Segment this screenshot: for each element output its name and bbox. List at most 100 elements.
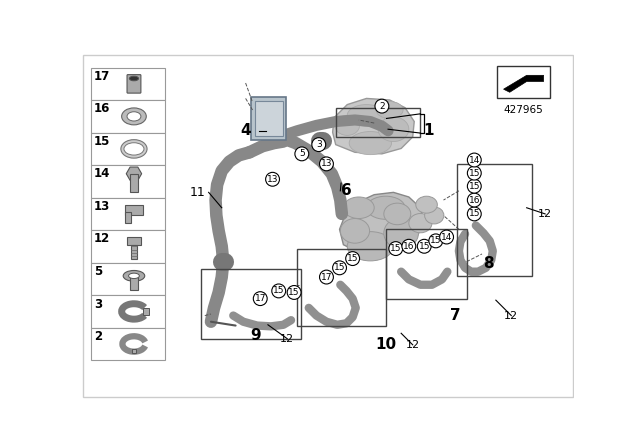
Text: 11: 11 xyxy=(189,186,205,199)
Ellipse shape xyxy=(124,143,144,155)
Text: 14: 14 xyxy=(94,168,110,181)
Text: 8: 8 xyxy=(483,256,493,271)
FancyBboxPatch shape xyxy=(130,174,138,192)
Text: 15: 15 xyxy=(347,254,358,263)
FancyBboxPatch shape xyxy=(91,327,164,360)
FancyBboxPatch shape xyxy=(497,66,550,99)
Text: 15: 15 xyxy=(390,244,401,253)
Text: 5: 5 xyxy=(299,149,305,158)
Text: 2: 2 xyxy=(379,102,385,111)
Text: 15: 15 xyxy=(468,168,480,177)
Text: 13: 13 xyxy=(321,159,332,168)
Ellipse shape xyxy=(335,116,360,135)
Text: 16: 16 xyxy=(403,242,415,251)
Polygon shape xyxy=(333,99,414,154)
Circle shape xyxy=(467,207,481,221)
Text: 2: 2 xyxy=(94,330,102,343)
Circle shape xyxy=(389,241,403,255)
Text: 6: 6 xyxy=(341,183,352,198)
Text: 17: 17 xyxy=(94,70,110,83)
Ellipse shape xyxy=(384,203,411,225)
Ellipse shape xyxy=(127,112,141,121)
Text: 13: 13 xyxy=(94,200,110,213)
Ellipse shape xyxy=(129,273,140,279)
FancyBboxPatch shape xyxy=(130,277,138,290)
Text: 15: 15 xyxy=(468,209,480,219)
Circle shape xyxy=(467,166,481,180)
FancyBboxPatch shape xyxy=(143,308,149,315)
FancyBboxPatch shape xyxy=(91,68,164,100)
FancyBboxPatch shape xyxy=(91,295,164,327)
Text: 13: 13 xyxy=(267,175,278,184)
Text: 15: 15 xyxy=(334,263,346,272)
Ellipse shape xyxy=(122,108,147,125)
Circle shape xyxy=(402,239,416,253)
Circle shape xyxy=(467,153,481,167)
Circle shape xyxy=(467,179,481,193)
Text: 4: 4 xyxy=(240,123,251,138)
Text: 7: 7 xyxy=(450,308,460,323)
Text: 16: 16 xyxy=(468,196,480,205)
Text: 3: 3 xyxy=(316,140,322,149)
Text: 15: 15 xyxy=(289,288,300,297)
Circle shape xyxy=(440,230,454,244)
Circle shape xyxy=(287,285,301,299)
Ellipse shape xyxy=(378,117,409,142)
Text: 9: 9 xyxy=(250,328,261,343)
FancyBboxPatch shape xyxy=(255,101,283,136)
Ellipse shape xyxy=(348,232,394,261)
Ellipse shape xyxy=(349,132,392,155)
Text: 15: 15 xyxy=(430,237,442,246)
FancyBboxPatch shape xyxy=(91,133,164,165)
Polygon shape xyxy=(340,192,424,254)
Text: 16: 16 xyxy=(94,103,110,116)
Text: 12: 12 xyxy=(280,334,294,344)
Text: 15: 15 xyxy=(273,286,284,295)
Circle shape xyxy=(312,138,326,151)
Circle shape xyxy=(375,99,389,113)
Circle shape xyxy=(295,147,308,161)
Circle shape xyxy=(272,284,285,298)
Circle shape xyxy=(266,172,280,186)
FancyBboxPatch shape xyxy=(127,75,141,93)
Ellipse shape xyxy=(367,196,405,220)
Text: 427965: 427965 xyxy=(504,104,543,115)
FancyBboxPatch shape xyxy=(91,165,164,198)
Circle shape xyxy=(333,261,346,275)
Text: 17: 17 xyxy=(255,294,266,303)
Text: 5: 5 xyxy=(94,265,102,278)
Ellipse shape xyxy=(416,196,437,213)
Text: 14: 14 xyxy=(441,233,452,241)
FancyBboxPatch shape xyxy=(127,237,141,245)
Circle shape xyxy=(319,157,333,171)
Ellipse shape xyxy=(348,104,386,126)
Ellipse shape xyxy=(129,76,139,81)
FancyBboxPatch shape xyxy=(91,263,164,295)
FancyBboxPatch shape xyxy=(131,245,137,259)
Text: 1: 1 xyxy=(423,123,433,138)
Circle shape xyxy=(429,234,443,248)
Circle shape xyxy=(346,252,360,266)
FancyBboxPatch shape xyxy=(91,198,164,230)
Text: 12: 12 xyxy=(504,310,518,321)
Ellipse shape xyxy=(424,207,444,224)
FancyBboxPatch shape xyxy=(125,212,131,223)
Ellipse shape xyxy=(376,102,403,118)
Text: 12: 12 xyxy=(538,209,552,219)
Ellipse shape xyxy=(121,140,147,158)
Text: 12: 12 xyxy=(406,340,420,350)
Text: 15: 15 xyxy=(419,242,430,251)
Ellipse shape xyxy=(340,219,369,243)
FancyBboxPatch shape xyxy=(91,230,164,263)
Circle shape xyxy=(467,193,481,207)
Ellipse shape xyxy=(409,214,432,233)
FancyBboxPatch shape xyxy=(91,100,164,133)
Circle shape xyxy=(253,292,267,306)
Text: 12: 12 xyxy=(94,233,110,246)
Text: 14: 14 xyxy=(468,155,480,164)
Circle shape xyxy=(319,270,333,284)
FancyBboxPatch shape xyxy=(125,205,143,215)
Circle shape xyxy=(417,239,431,253)
Text: 15: 15 xyxy=(94,135,110,148)
Text: 15: 15 xyxy=(468,182,480,191)
